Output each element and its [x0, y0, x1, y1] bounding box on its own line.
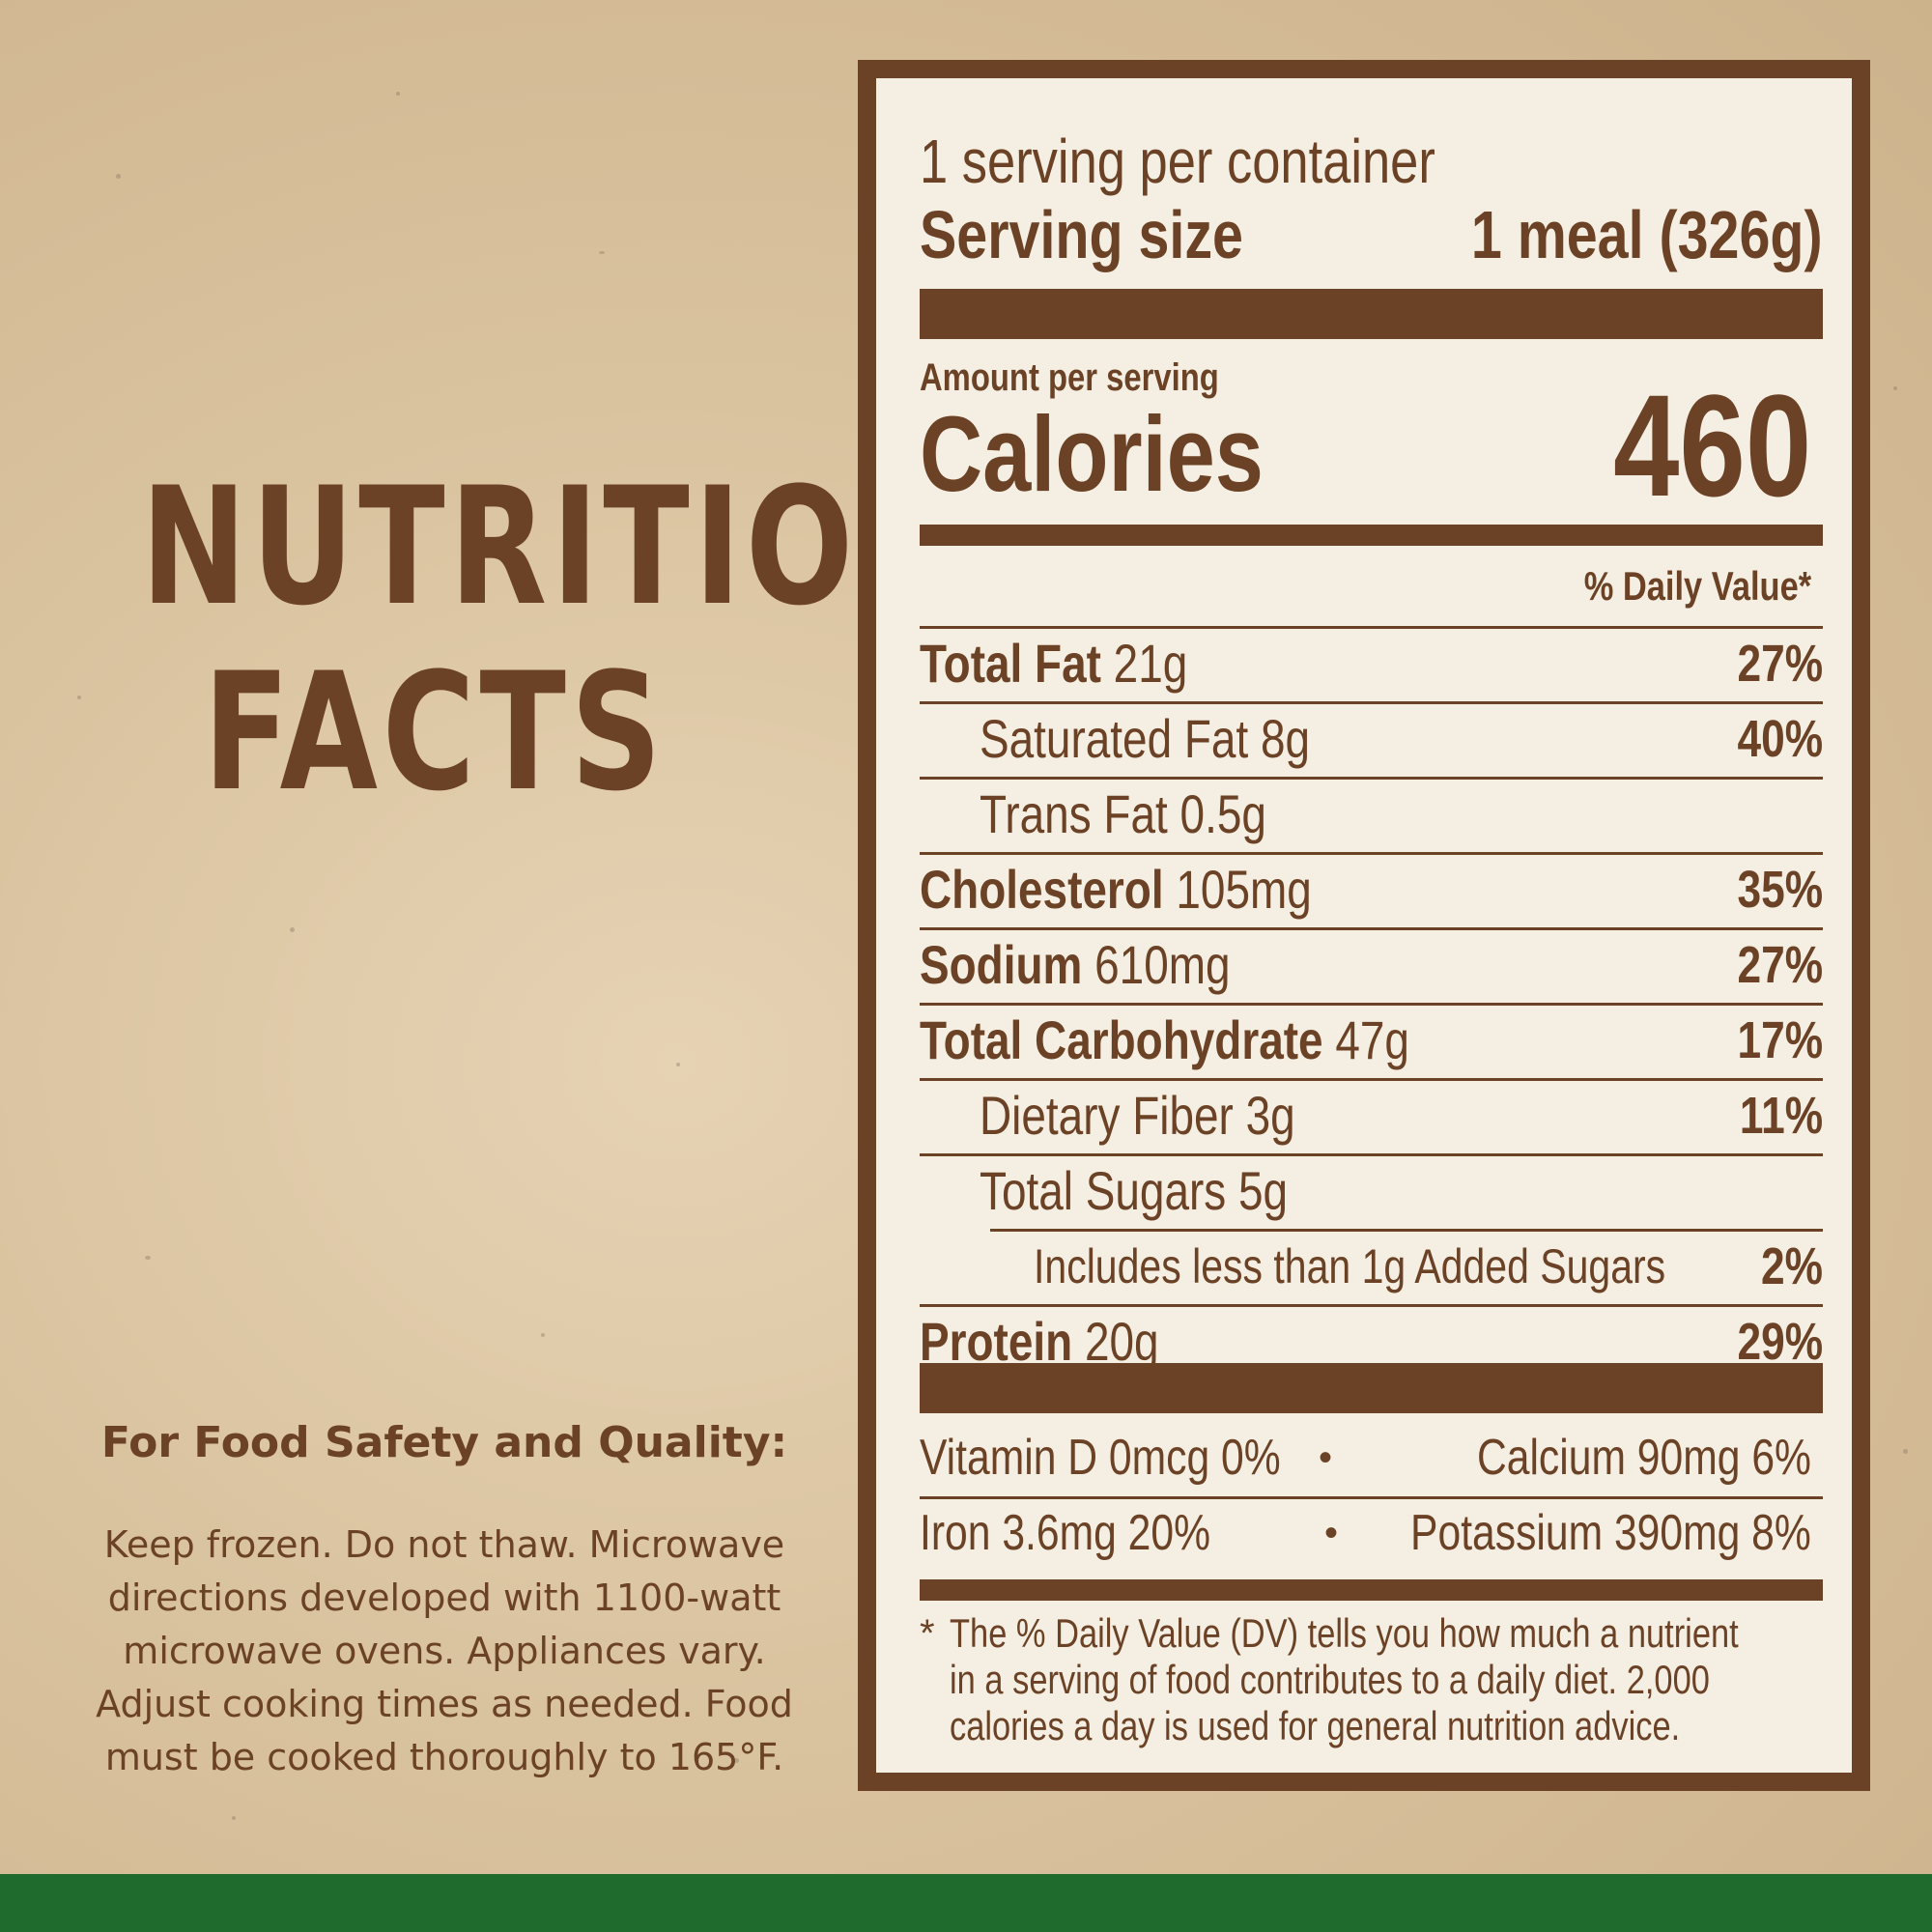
row-divider [920, 626, 1823, 629]
nutrient-dv: 2% [1761, 1237, 1823, 1295]
nutrient-amount: 21g [1113, 633, 1188, 694]
nutrient-row-total-carbohydrate: Total Carbohydrate 47g 17% [920, 1006, 1823, 1075]
nutrient-row-protein: Protein 20g 29% [920, 1307, 1823, 1377]
row-divider [990, 1229, 1823, 1232]
food-safety-instructions: Keep frozen. Do not thaw. Microwave dire… [39, 1519, 850, 1784]
footnote-line: calories a day is used for general nutri… [950, 1703, 1681, 1748]
nutrient-name: Total Carbohydrate [920, 1009, 1323, 1070]
nutrient-dv: 40% [1737, 710, 1823, 768]
safety-line: Keep frozen. Do not thaw. Microwave [103, 1523, 785, 1566]
footnote-line: in a serving of food contributes to a da… [950, 1657, 1710, 1702]
calcium: Calcium 90mg 6% [1476, 1430, 1811, 1486]
nutrient-dv: 35% [1737, 861, 1823, 919]
footnote-line: The % Daily Value (DV) tells you how muc… [950, 1610, 1739, 1656]
nutrient-name: Trans Fat [980, 783, 1168, 844]
row-divider [920, 777, 1823, 780]
nutrient-name: Dietary Fiber [980, 1085, 1234, 1146]
nutrient-row-trans-fat: Trans Fat 0.5g [920, 780, 1823, 849]
safety-line: microwave ovens. Appliances vary. [123, 1630, 766, 1672]
servings-per-container: 1 serving per container [920, 127, 1435, 196]
nutrient-name: Includes less than 1g Added Sugars [1034, 1239, 1666, 1293]
nutrient-amount: 8g [1260, 708, 1311, 769]
row-divider [920, 1078, 1823, 1081]
nutrient-amount: 3g [1245, 1085, 1295, 1146]
title-line-2: FACTS [203, 638, 667, 827]
nutrient-name: Total Fat [920, 633, 1101, 694]
bullet-dot: • [1324, 1512, 1339, 1554]
nutrient-name: Saturated Fat [980, 708, 1249, 769]
row-divider [920, 852, 1823, 855]
nutrient-amount: 0.5g [1179, 783, 1266, 844]
nutrient-dv: 11% [1739, 1087, 1823, 1145]
nutrient-amount: 610mg [1094, 934, 1231, 995]
potassium: Potassium 390mg 8% [1410, 1505, 1811, 1561]
calories-label: Calories [920, 395, 1264, 514]
title-line-1: NUTRITION [140, 452, 969, 641]
nutrient-row-cholesterol: Cholesterol 105mg 35% [920, 855, 1823, 924]
nutrient-name: Sodium [920, 934, 1083, 995]
safety-line: directions developed with 1100-watt [107, 1577, 781, 1619]
row-divider [920, 927, 1823, 930]
nutrient-row-saturated-fat: Saturated Fat 8g 40% [920, 704, 1823, 774]
nutrient-amount: 105mg [1176, 859, 1312, 920]
serving-size-value: 1 meal (326g) [1471, 197, 1823, 272]
serving-size-label: Serving size [920, 197, 1243, 272]
vitamin-d: Vitamin D 0mcg 0% [920, 1430, 1281, 1486]
serving-size-row: Serving size 1 meal (326g) [920, 196, 1823, 273]
bullet-dot: • [1319, 1436, 1333, 1479]
nutrient-row-dietary-fiber: Dietary Fiber 3g 11% [920, 1081, 1823, 1151]
nutrient-dv: 27% [1737, 936, 1823, 994]
divider-medium [920, 1579, 1823, 1601]
nutrient-row-total-sugars: Total Sugars 5g [920, 1156, 1823, 1226]
row-divider [920, 701, 1823, 704]
bottom-green-band [0, 1874, 1932, 1932]
calories-value: 460 [1612, 364, 1811, 526]
divider-thick [920, 1363, 1823, 1413]
nutrient-name: Total Sugars [980, 1160, 1227, 1221]
nutrient-amount: 47g [1335, 1009, 1409, 1070]
nutrient-name: Protein [920, 1311, 1073, 1372]
iron: Iron 3.6mg 20% [920, 1505, 1211, 1561]
row-divider [920, 1304, 1823, 1307]
safety-line: Adjust cooking times as needed. Food [96, 1683, 793, 1725]
nutrient-row-added-sugars: Includes less than 1g Added Sugars 2% [920, 1232, 1823, 1301]
food-safety-heading: For Food Safety and Quality: [100, 1418, 788, 1467]
daily-value-footnote: The % Daily Value (DV) tells you how muc… [950, 1610, 1912, 1749]
nutrition-facts-title: NUTRITION FACTS [140, 452, 969, 827]
footnote-star: * [920, 1612, 935, 1655]
nutrient-amount: 20g [1084, 1311, 1159, 1372]
nutrient-row-total-fat: Total Fat 21g 27% [920, 629, 1823, 698]
nutrient-amount: 5g [1238, 1160, 1289, 1221]
nutrient-dv: 27% [1737, 635, 1823, 693]
divider-thick [920, 289, 1823, 339]
safety-line: must be cooked thoroughly to 165°F. [104, 1736, 784, 1778]
row-divider [920, 1003, 1823, 1006]
nutrition-label: 1 serving per container Serving size 1 m… [876, 78, 1852, 1773]
nutrient-dv: 29% [1737, 1313, 1823, 1371]
nutrient-dv: 17% [1737, 1011, 1823, 1069]
amount-per-serving: Amount per serving [920, 356, 1219, 399]
row-divider [920, 1153, 1823, 1156]
divider-medium [920, 525, 1823, 546]
nutrient-row-sodium: Sodium 610mg 27% [920, 930, 1823, 1000]
row-divider [920, 1496, 1823, 1499]
daily-value-header: % Daily Value* [1583, 563, 1811, 609]
nutrient-name: Cholesterol [920, 859, 1164, 920]
nutrition-label-panel: 1 serving per container Serving size 1 m… [858, 60, 1870, 1791]
